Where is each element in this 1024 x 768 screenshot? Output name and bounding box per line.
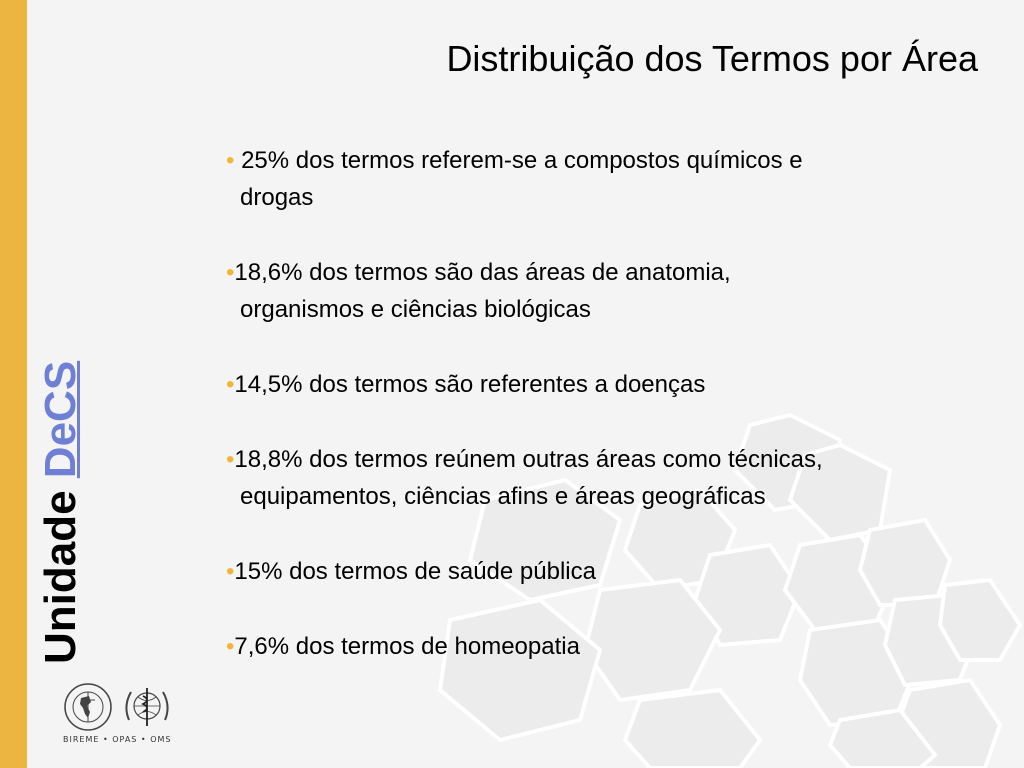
bullet-dot-icon: • <box>226 371 235 398</box>
bullet-dot-icon: • <box>226 259 235 286</box>
bullet-text: 15% dos termos de saúde pública <box>234 558 596 585</box>
bullet-item: •18,6% dos termos são das áreas de anato… <box>226 254 986 328</box>
bullet-list: • 25% dos termos referem-se a compostos … <box>226 142 986 703</box>
vertical-brand-label: Unidade DeCS <box>36 360 85 664</box>
footer-logos: BIREME • OPAS • OMS <box>63 682 178 744</box>
bullet-dot-icon: • <box>226 147 235 174</box>
bullet-text: 18,6% dos termos são das áreas de anatom… <box>234 259 731 286</box>
bullet-dot-icon: • <box>226 633 235 660</box>
bullet-dot-icon: • <box>226 558 235 585</box>
bullet-text-continuation: drogas <box>240 184 314 211</box>
brand-link-decs[interactable]: DeCS <box>36 360 85 479</box>
bullet-item: •14,5% dos termos são referentes a doenç… <box>226 366 986 403</box>
logos-caption: BIREME • OPAS • OMS <box>63 735 172 744</box>
bullet-item: •15% dos termos de saúde pública <box>226 553 986 590</box>
bullet-text-continuation: equipamentos, ciências afins e áreas geo… <box>240 483 766 510</box>
bullet-text: 25% dos termos referem-se a compostos qu… <box>234 147 803 174</box>
bullet-text-continuation: organismos e ciências biológicas <box>240 296 591 323</box>
side-accent-stripe <box>0 0 27 768</box>
slide-title: Distribuição dos Termos por Área <box>446 38 978 79</box>
bullet-item: •7,6% dos termos de homeopatia <box>226 628 986 665</box>
bullet-item: •18,8% dos termos reúnem outras áreas co… <box>226 441 986 515</box>
bullet-text: 18,8% dos termos reúnem outras áreas com… <box>234 446 823 473</box>
bullet-text: 14,5% dos termos são referentes a doença… <box>234 371 706 398</box>
who-emblem-icon <box>125 688 169 726</box>
bullet-item: • 25% dos termos referem-se a compostos … <box>226 142 986 216</box>
bullet-text: 7,6% dos termos de homeopatia <box>234 633 580 660</box>
brand-word-unidade: Unidade <box>36 490 85 664</box>
bullet-dot-icon: • <box>226 446 235 473</box>
paho-emblem-icon <box>64 683 112 731</box>
